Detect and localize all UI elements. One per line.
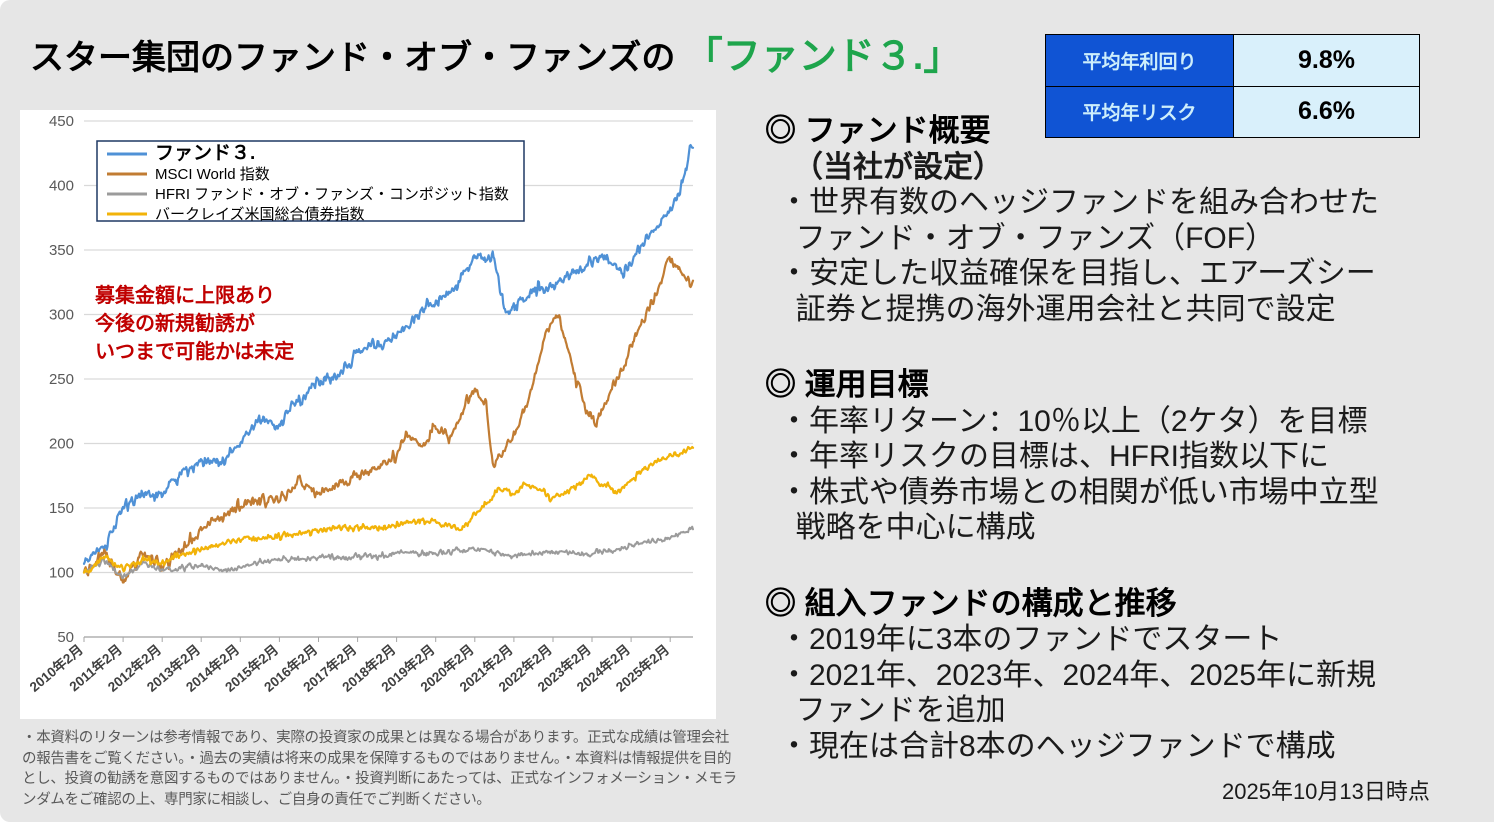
svg-text:200: 200 — [49, 436, 74, 453]
svg-text:HFRI ファンド・オブ・ファンズ・コンポジット指数: HFRI ファンド・オブ・ファンズ・コンポジット指数 — [155, 185, 509, 203]
svg-text:50: 50 — [57, 629, 74, 646]
svg-text:300: 300 — [49, 307, 74, 324]
svg-text:いつまで可能かは未定: いつまで可能かは未定 — [95, 339, 294, 363]
svg-text:募集金額に上限あり: 募集金額に上限あり — [94, 283, 275, 307]
svg-text:ファンド３.: ファンド３. — [155, 143, 255, 164]
svg-text:350: 350 — [49, 242, 74, 259]
svg-text:450: 450 — [49, 113, 74, 130]
svg-text:400: 400 — [49, 178, 74, 195]
svg-text:250: 250 — [49, 371, 74, 388]
svg-text:バークレイズ米国総合債券指数: バークレイズ米国総合債券指数 — [155, 206, 365, 223]
svg-text:150: 150 — [49, 500, 74, 517]
svg-text:100: 100 — [49, 565, 74, 582]
svg-text:今後の新規勧誘が: 今後の新規勧誘が — [95, 311, 255, 335]
svg-text:MSCI World 指数: MSCI World 指数 — [155, 166, 270, 183]
